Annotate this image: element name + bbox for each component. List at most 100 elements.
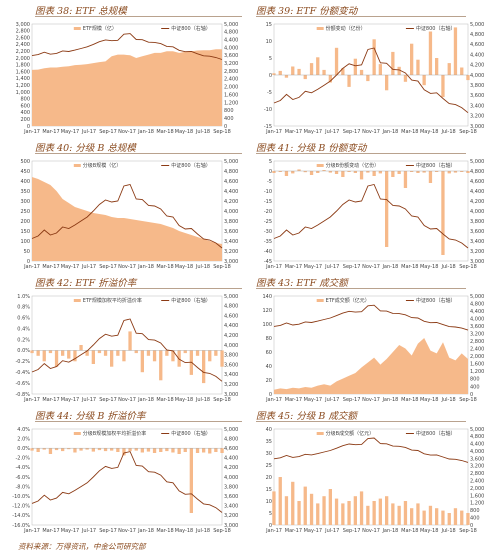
x-tick: Jan-17: [23, 129, 40, 135]
series-bar: [165, 350, 169, 356]
series-bar: [422, 171, 426, 173]
legend-swatch-primary: [316, 27, 324, 30]
y-left-tick: -20: [264, 209, 272, 215]
series-bar: [428, 171, 433, 183]
series-bar: [410, 171, 414, 172]
series-bar: [397, 505, 401, 525]
series-bar: [403, 501, 408, 525]
series-bar: [316, 57, 320, 75]
y-left-tick: 150: [20, 229, 30, 235]
series-bar: [140, 350, 144, 373]
y-left-tick: 15: [266, 487, 272, 493]
y-left-tick: -15: [264, 199, 272, 205]
y-right-tick: 2,800: [470, 471, 484, 477]
series-bar: [152, 448, 157, 453]
y-left-tick: -14.0%: [12, 513, 30, 519]
x-tick: Nov-17: [118, 528, 136, 534]
x-tick: May-17: [61, 528, 79, 534]
x-tick: Sep-17: [99, 264, 117, 270]
y-right-tick: 4,400: [470, 309, 484, 315]
y-right-tick: 4,400: [224, 323, 238, 329]
series-bar: [447, 63, 451, 75]
series-bar: [208, 448, 212, 454]
y-left-tick: 15: [266, 22, 272, 28]
series-bar: [416, 59, 420, 75]
series-bar: [441, 75, 445, 98]
y-left-tick: 0.0%: [17, 348, 30, 354]
x-tick: Mar-18: [156, 129, 173, 135]
y-right-tick: 3,200: [470, 464, 484, 470]
y-right-tick: 3,800: [224, 219, 238, 225]
series-bar: [122, 350, 126, 362]
y-left-tick: 10: [266, 39, 272, 45]
series-bar: [328, 489, 332, 525]
x-tick: May-17: [304, 397, 322, 403]
title-rule: [256, 421, 466, 422]
y-right-tick: 400: [470, 384, 480, 390]
y-left-tick: 0: [269, 169, 272, 175]
y-right-tick: 4,600: [224, 313, 238, 319]
series-bar: [322, 69, 326, 75]
y-right-tick: 3,200: [470, 249, 484, 255]
chart-etf-share-change: -15 -10 -5 0 5 10 15 3,000 3,200 3,400 3,600 3,800 4…: [264, 22, 485, 135]
y-left-tick: 50: [24, 249, 30, 255]
series-bar: [341, 68, 345, 75]
series-bar: [110, 448, 114, 451]
series-bar: [385, 496, 389, 525]
series-bar: [397, 66, 401, 75]
y-right-tick: 3,400: [470, 103, 484, 109]
series-bar: [202, 448, 206, 453]
series-bar: [435, 508, 439, 525]
x-tick: Sep-18: [213, 528, 231, 534]
series-bar: [391, 171, 395, 177]
y-right-tick: 5,000: [224, 159, 238, 165]
x-tick: Jan-18: [381, 129, 398, 135]
series-bar: [73, 448, 77, 453]
y-right-tick: 3,200: [470, 114, 484, 120]
series-bar: [353, 496, 357, 525]
series-bar: [391, 503, 395, 525]
y-right-tick: 400: [224, 116, 234, 122]
series-bar: [85, 448, 89, 450]
y-left-tick: 30: [266, 451, 272, 457]
x-tick: Sep-17: [99, 397, 117, 403]
x-tick: Jan-17: [23, 264, 40, 270]
series-area: [274, 338, 468, 394]
y-right-tick: 2,400: [224, 77, 238, 83]
legend-label-primary: 份额变动（亿份）: [326, 25, 366, 32]
series-bar: [391, 51, 395, 75]
x-tick: Mar-17: [42, 264, 59, 270]
y-right-tick: 3,600: [470, 229, 484, 235]
x-tick: Mar-18: [156, 397, 173, 403]
chart-etf-premium: -0.8% -0.6% -0.4% -0.2% 0.0% 0.2% 0.4% 0.6% 0.8%…: [15, 294, 238, 403]
index-line: [31, 183, 223, 249]
series-bar: [441, 510, 445, 525]
title-rule: [256, 153, 466, 154]
series-bar: [195, 448, 200, 453]
series-bar: [54, 448, 59, 451]
series-bar: [122, 448, 126, 456]
y-left-tick: 4.0%: [17, 427, 30, 433]
series-bar: [116, 448, 120, 452]
series-bar: [359, 491, 364, 525]
y-right-tick: 4,200: [224, 333, 238, 339]
series-bar: [36, 448, 40, 452]
legend-swatch-primary: [73, 299, 81, 302]
y-right-tick: 2,000: [224, 85, 238, 91]
series-bar: [422, 75, 426, 86]
series-bar: [460, 171, 464, 172]
y-right-tick: 4,000: [224, 475, 238, 481]
series-bar: [309, 493, 314, 525]
legend-label-index: 中证800（右轴）: [171, 297, 211, 304]
y-left-tick: -45: [264, 259, 272, 265]
series-bar: [284, 171, 289, 176]
y-left-tick: 0: [269, 392, 272, 398]
legend-swatch-primary: [316, 432, 324, 435]
series-bar: [359, 69, 364, 75]
panel-title-44: 图表 44: 分级 B 折溢价率: [35, 411, 146, 422]
y-right-tick: 3,000: [224, 523, 238, 529]
panel-title-39: 图表 39: ETF 份额变动: [256, 6, 358, 17]
legend-swatch-primary: [316, 164, 324, 167]
x-tick: Jul-18: [440, 264, 455, 270]
y-left-tick: -10.0%: [12, 494, 30, 500]
